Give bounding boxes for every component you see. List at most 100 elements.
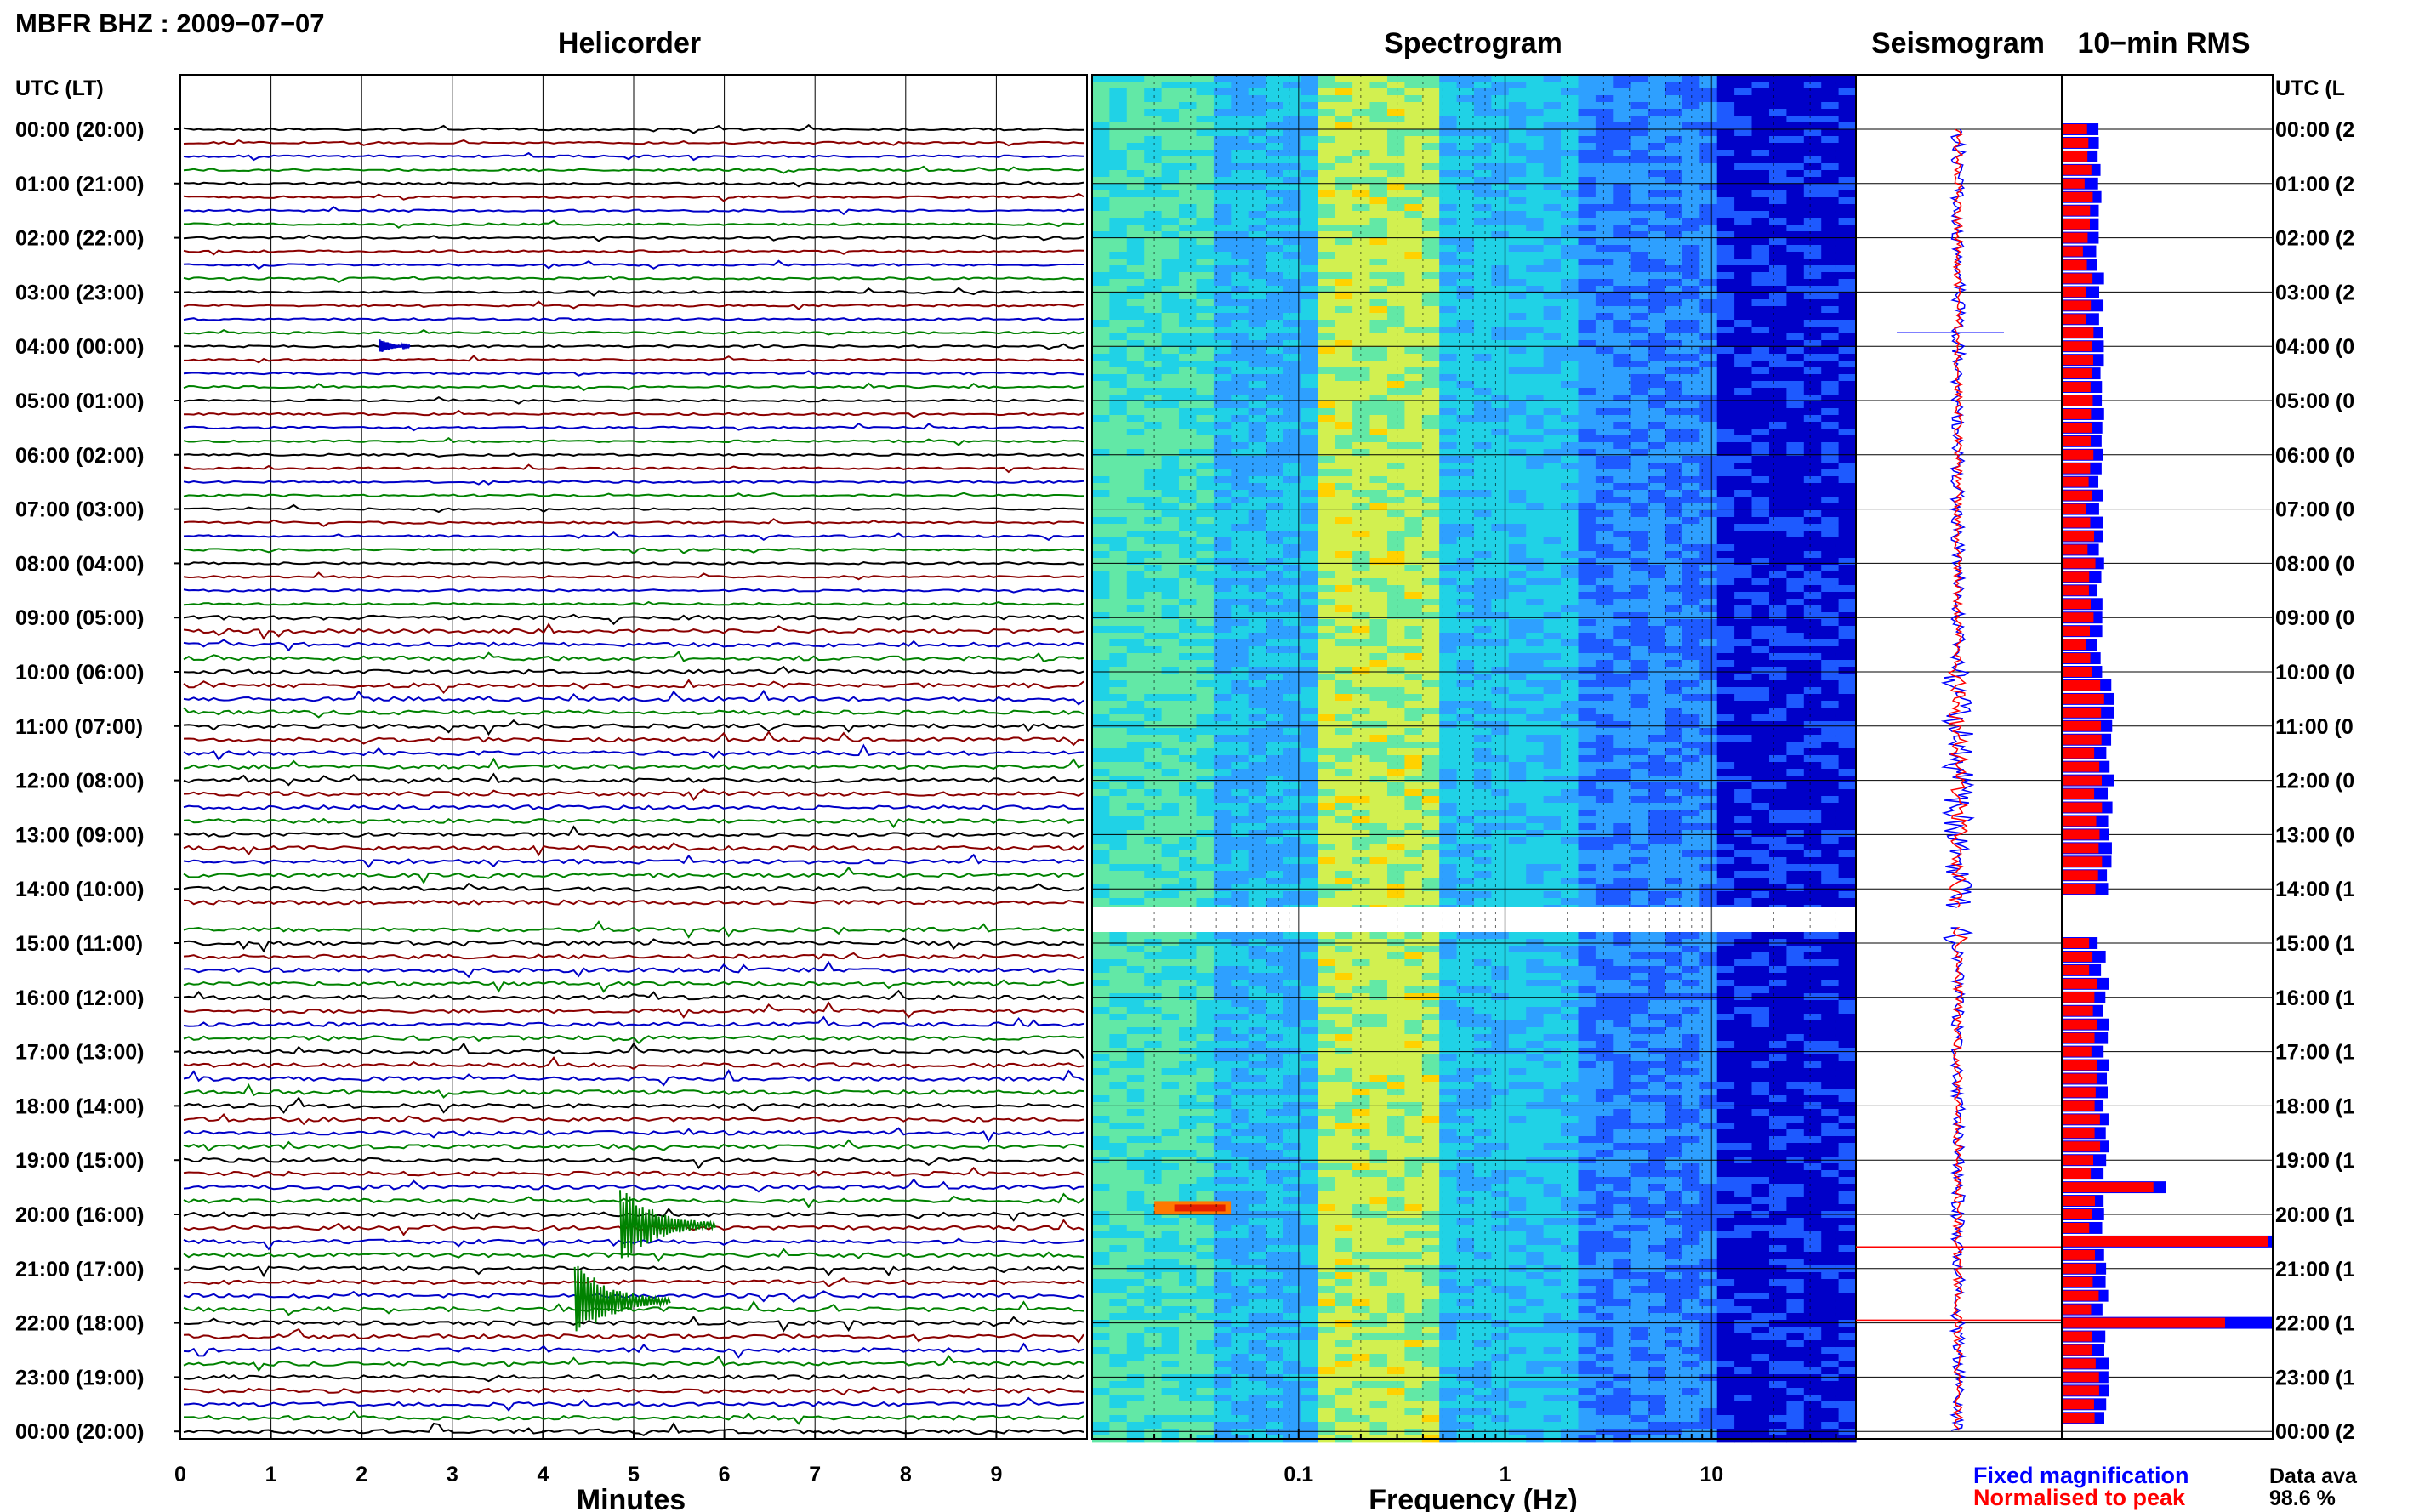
spectrogram-cell [1092, 816, 1110, 824]
spectrogram-cell [1266, 299, 1284, 307]
spectrogram-cell [1456, 544, 1475, 552]
spectrogram-cell [1335, 680, 1353, 688]
spectrogram-cell [1231, 708, 1249, 715]
spectrogram-cell [1734, 299, 1753, 307]
spectrogram-cell [1231, 674, 1249, 681]
spectrogram-cell [1421, 197, 1440, 205]
spectrogram-cell [1283, 633, 1301, 640]
spectrogram-cell [1682, 769, 1700, 776]
spectrogram-cell [1786, 510, 1805, 518]
spectrogram-cell [1769, 789, 1787, 797]
spectrogram-cell [1821, 82, 1840, 89]
spectrogram-cell [1352, 143, 1371, 151]
spectrogram-cell [1421, 361, 1440, 368]
spectrogram-cell [1196, 408, 1215, 416]
spectrogram-cell [1786, 490, 1805, 497]
spectrogram-cell [1318, 170, 1336, 178]
spectrogram-cell [1335, 211, 1353, 219]
spectrogram-cell [1126, 415, 1145, 423]
spectrogram-cell [1578, 490, 1597, 497]
spectrogram-cell [1179, 755, 1197, 763]
spectrogram-cell [1803, 483, 1822, 491]
spectrogram-cell [1682, 626, 1700, 634]
spectrogram-cell [1196, 680, 1215, 688]
spectrogram-cell [1578, 789, 1597, 797]
spectrogram-cell [1648, 225, 1666, 232]
spectrogram-cell [1595, 218, 1614, 225]
spectrogram-cell [1838, 95, 1857, 103]
spectrogram-cell [1318, 796, 1336, 804]
spectrogram-cell [1543, 197, 1562, 205]
spectrogram-cell [1474, 388, 1492, 395]
spectrogram-cell [1248, 388, 1266, 395]
spectrogram-cell [1300, 225, 1318, 232]
spectrogram-cell [1266, 218, 1284, 225]
spectrogram-cell [1439, 551, 1458, 559]
spectrogram-cell [1439, 728, 1458, 736]
spectrogram-cell [1387, 524, 1405, 531]
spectrogram-cell [1161, 537, 1180, 545]
spectrogram-cell [1283, 748, 1301, 756]
spectrogram-cell [1266, 354, 1284, 361]
spectrogram-cell [1318, 327, 1336, 334]
spectrogram-cell [1630, 469, 1648, 477]
spectrogram-cell [1318, 782, 1336, 790]
spectrogram-cell [1769, 163, 1787, 171]
spectrogram-cell [1665, 116, 1683, 123]
spectrogram-cell [1665, 259, 1683, 266]
spectrogram-cell [1682, 245, 1700, 253]
spectrogram-cell [1578, 674, 1597, 681]
spectrogram-cell [1491, 469, 1510, 477]
spectrogram-cell [1248, 374, 1266, 382]
spectrogram-cell [1648, 361, 1666, 368]
spectrogram-cell [1161, 558, 1180, 566]
spectrogram-cell [1421, 619, 1440, 627]
spectrogram-cell [1318, 633, 1336, 640]
spectrogram-cell [1508, 599, 1527, 606]
spectrogram-cell [1283, 612, 1301, 620]
spectrogram-cell [1456, 531, 1475, 538]
spectrogram-cell [1474, 299, 1492, 307]
spectrogram-cell [1543, 136, 1562, 144]
spectrogram-cell [1526, 150, 1545, 157]
spectrogram-cell [1474, 558, 1492, 566]
spectrogram-cell [1266, 578, 1284, 586]
spectrogram-cell [1665, 279, 1683, 287]
spectrogram-cell [1126, 524, 1145, 531]
spectrogram-cell [1144, 170, 1163, 178]
spectrogram-cell [1508, 184, 1527, 191]
spectrogram-cell [1300, 340, 1318, 348]
spectrogram-cell [1196, 354, 1215, 361]
spectrogram-cell [1387, 571, 1405, 579]
spectrogram-cell [1561, 320, 1579, 327]
spectrogram-cell [1699, 75, 1718, 82]
spectrogram-cell [1648, 694, 1666, 702]
spectrogram-cell [1526, 776, 1545, 783]
spectrogram-cell [1126, 544, 1145, 552]
spectrogram-cell [1630, 789, 1648, 797]
spectrogram-cell [1109, 571, 1128, 579]
spectrogram-cell [1786, 660, 1805, 668]
spectrogram-cell [1526, 211, 1545, 219]
spectrogram-cell [1526, 612, 1545, 620]
spectrogram-cell [1838, 633, 1857, 640]
spectrogram-cell [1179, 122, 1197, 130]
spectrogram-cell [1266, 769, 1284, 776]
spectrogram-cell [1803, 177, 1822, 185]
spectrogram-cell [1561, 660, 1579, 668]
spectrogram-cell [1561, 381, 1579, 389]
spectrogram-cell [1751, 401, 1770, 409]
spectrogram-cell [1318, 347, 1336, 355]
spectrogram-cell [1404, 265, 1423, 273]
spectrogram-cell [1613, 483, 1631, 491]
spectrogram-cell [1387, 497, 1405, 504]
spectrogram-cell [1213, 82, 1232, 89]
spectrogram-cell [1682, 238, 1700, 246]
spectrogram-cell [1613, 231, 1631, 239]
spectrogram-cell [1474, 660, 1492, 668]
spectrogram-cell [1630, 116, 1648, 123]
spectrogram-cell [1179, 680, 1197, 688]
spectrogram-cell [1821, 463, 1840, 470]
spectrogram-cell [1144, 252, 1163, 259]
spectrogram-cell [1352, 755, 1371, 763]
